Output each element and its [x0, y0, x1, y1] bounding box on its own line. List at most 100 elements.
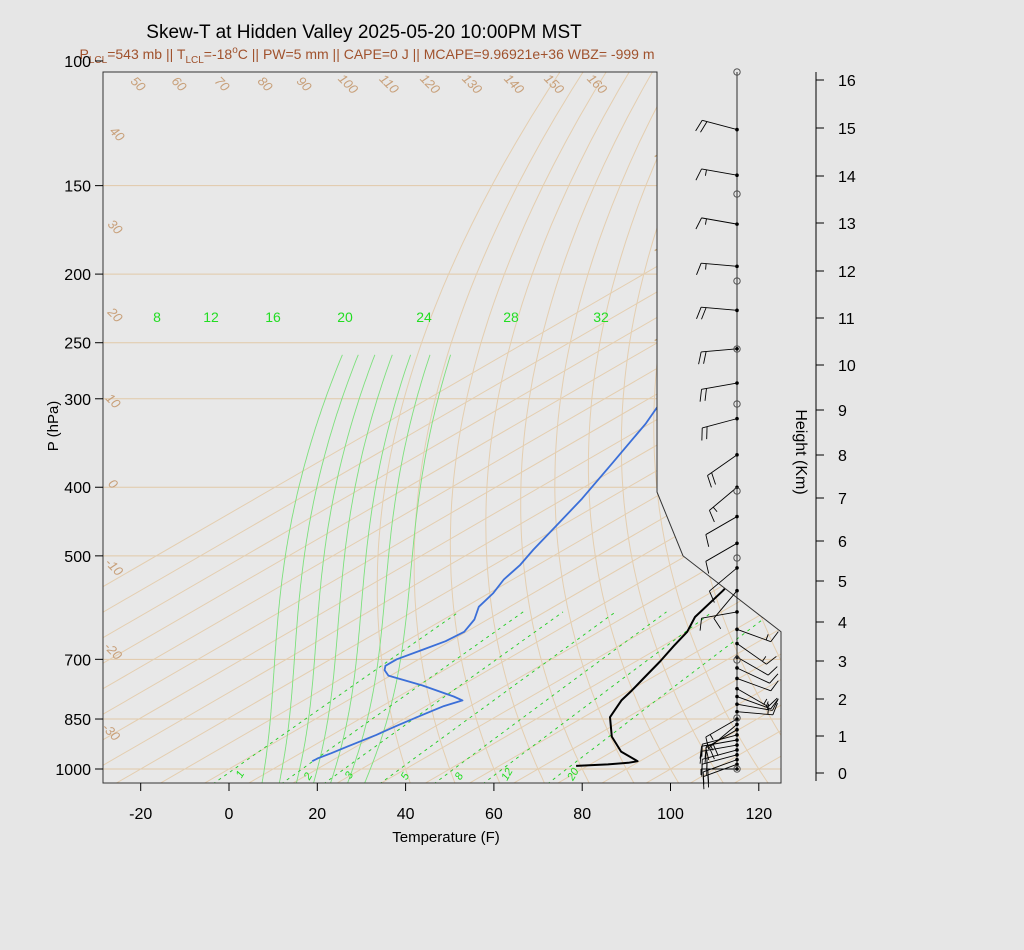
x-tick-label: 120: [745, 806, 772, 823]
wind-barb: [735, 694, 779, 710]
wind-barb: [699, 743, 739, 764]
wind-barb-staff: [703, 759, 738, 773]
wind-level-dot: [735, 541, 739, 546]
wind-barb-flag: [696, 263, 702, 275]
wind-barb-flag: [704, 388, 707, 401]
p-tick-label: 1000: [55, 762, 91, 779]
wind-barb-flag: [695, 217, 702, 230]
mixing-ratio-line: [482, 611, 713, 783]
wind-level-marker: [733, 190, 741, 198]
plot-border: [102, 71, 782, 784]
isotherm-line: [246, 72, 781, 783]
wind-barb-staff: [702, 418, 738, 429]
p-tick-label: 500: [64, 549, 91, 566]
dry-adiabat-line: [587, 72, 705, 783]
wind-barb: [735, 655, 778, 676]
height-tick-label: 13: [838, 216, 856, 233]
isotherm-line: [103, 72, 781, 783]
wind-barb-staff: [736, 688, 769, 708]
wind-barb-flag: [772, 703, 778, 716]
moist-adiabat-line: [363, 354, 452, 783]
isotherm-label: 30: [756, 579, 780, 603]
dry-adiabat-line: [837, 61, 1024, 784]
wind-level-dot: [735, 514, 739, 519]
isotherm-line: [158, 72, 781, 783]
wind-barb-staff: [736, 711, 773, 716]
wind-barb-flag: [695, 120, 703, 132]
wind-barb-staff: [702, 754, 738, 765]
mixing-ratio-line: [547, 611, 773, 783]
moist-adiabat-line: [329, 354, 412, 783]
wind-level-dot: [735, 641, 739, 646]
wind-barb: [699, 610, 739, 631]
wind-barb: [695, 168, 739, 181]
isotherm-line: [103, 72, 781, 783]
wind-level-dot: [735, 676, 739, 681]
height-tick-label: 6: [838, 534, 847, 551]
wind-barb-staff: [736, 696, 771, 710]
dry-adiabat-line: [520, 72, 660, 783]
height-tick-label: 16: [838, 73, 856, 90]
isotherm-label: 40: [778, 648, 802, 672]
isotherm-line: [103, 72, 781, 783]
height-tick-label: 3: [838, 654, 847, 671]
dry-adiabat-line: [554, 72, 682, 783]
wind-barb: [695, 217, 739, 230]
wind-barb-flag: [769, 673, 779, 684]
x-tick-label: 100: [657, 806, 684, 823]
isotherm-line: [103, 72, 781, 783]
wind-barb-flag: [766, 656, 777, 665]
wind-barb: [702, 757, 739, 785]
wind-barb-flag: [770, 698, 779, 710]
wind-barb: [696, 306, 739, 320]
isotherm-line: [103, 72, 781, 783]
wind-barb-flag: [772, 699, 779, 711]
moist-adiabat-line: [295, 354, 376, 783]
wind-barb-flag: [770, 631, 779, 642]
isotherm-line: [467, 72, 781, 783]
wind-barb-half-flag: [763, 698, 768, 705]
wind-barb-flag: [699, 746, 702, 759]
wind-level-marker: [733, 345, 741, 353]
chart-subtitle: PLCL=543 mb || TLCL=-18oC || PW=5 mm || …: [80, 45, 655, 66]
isotherm-line: [379, 72, 781, 783]
wind-level-dot: [735, 743, 739, 747]
wind-barb-flag: [699, 751, 702, 764]
dry-adiabat-line: [620, 72, 728, 783]
wind-barb-half-flag: [765, 634, 769, 641]
wind-barb: [709, 566, 739, 603]
wind-barb: [699, 381, 739, 402]
wind-barb-half-flag: [704, 218, 707, 225]
chart-title: Skew-T at Hidden Valley 2025-05-20 10:00…: [146, 22, 582, 43]
wind-barb-staff: [736, 667, 770, 684]
wind-level-dot: [735, 753, 739, 757]
dry-adiabat-line: [808, 61, 993, 784]
wind-level-marker: [733, 554, 741, 562]
wind-level-dot: [735, 264, 739, 269]
dry-adiabat-line: [950, 61, 1024, 784]
x-tick-label: 40: [397, 806, 415, 823]
dry-adiabat-line: [413, 72, 591, 783]
wind-level-dot: [735, 727, 739, 732]
wind-level-dot: [735, 762, 739, 767]
x-tick-label: 0: [225, 806, 234, 823]
wind-barb-flag: [705, 534, 710, 547]
wind-barb-flag: [704, 750, 707, 763]
height-tick-label: 14: [838, 169, 856, 186]
wind-level-dot: [735, 610, 739, 614]
wind-level-marker: [733, 487, 741, 495]
isotherm-label: 10: [672, 488, 696, 512]
wind-barb-flag: [707, 770, 710, 783]
height-tick-label: 10: [838, 358, 856, 375]
dry-adiabat-line: [449, 72, 614, 783]
wind-level-dot: [735, 722, 739, 727]
wind-barb-flag: [767, 697, 778, 707]
wind-barb: [709, 485, 739, 523]
isotherm-line: [103, 72, 781, 783]
y-axis-label: P (hPa): [45, 401, 62, 452]
wind-barb: [735, 686, 778, 708]
wind-level-dot: [735, 702, 739, 707]
wind-barb-flag: [713, 618, 722, 630]
wind-barb-staff: [713, 590, 738, 619]
